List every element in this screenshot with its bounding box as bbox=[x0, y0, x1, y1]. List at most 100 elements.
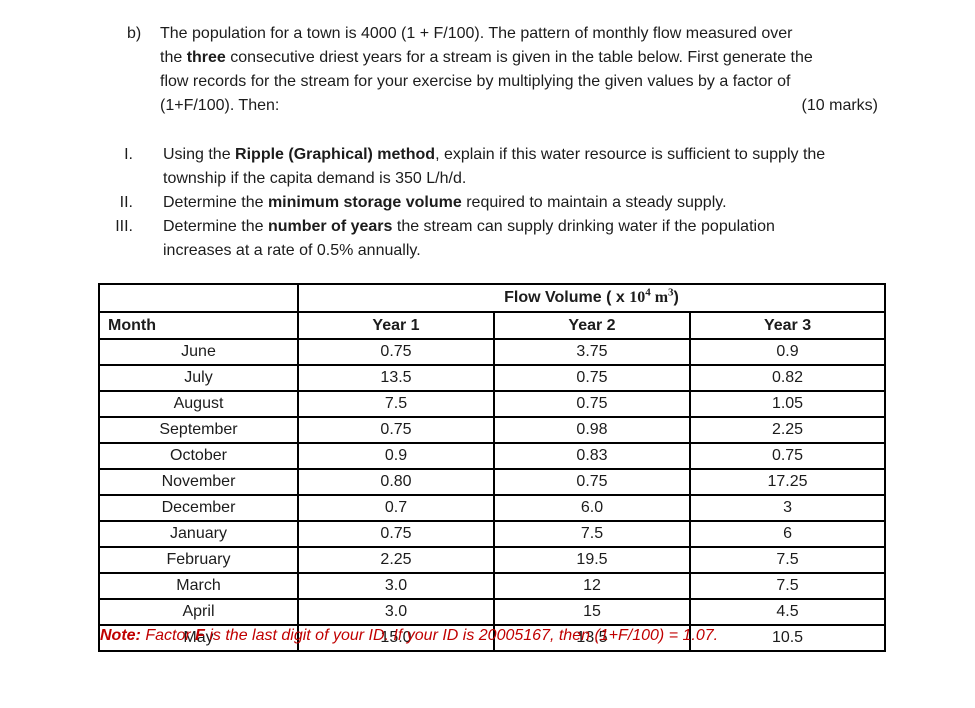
year1-cell: 13.5 bbox=[297, 364, 495, 392]
task-seg: required to maintain a steady supply. bbox=[461, 194, 727, 211]
year3-cell: 4.5 bbox=[688, 598, 887, 626]
factor-note: Note: Factor F is the last digit of your… bbox=[100, 624, 718, 648]
year1-cell: 0.9 bbox=[297, 442, 495, 470]
year1-cell: 3.0 bbox=[297, 572, 495, 600]
month-cell: June bbox=[98, 338, 299, 366]
table-title-row: Flow Volume ( x 104 m3) bbox=[98, 283, 887, 313]
year1-cell: 7.5 bbox=[297, 390, 495, 418]
month-cell: August bbox=[98, 390, 299, 418]
question-intro: b) The population for a town is 4000 (1 … bbox=[127, 22, 887, 118]
year3-cell: 1.05 bbox=[688, 390, 887, 418]
task-numeral: I. bbox=[124, 146, 133, 163]
year1-cell: 15 bbox=[493, 598, 691, 626]
task-item-1: I. Using the Ripple (Graphical) method, … bbox=[100, 143, 900, 191]
table-row: March 3.0 12 7.5 bbox=[98, 572, 887, 600]
intro-text: the bbox=[160, 49, 187, 66]
month-cell: November bbox=[98, 468, 299, 496]
empty-cell bbox=[98, 283, 299, 313]
math-base: 10 bbox=[629, 289, 646, 306]
task-text: Using the Ripple (Graphical) method, exp… bbox=[163, 143, 825, 191]
table-row: January 0.75 7.5 6 bbox=[98, 520, 887, 548]
column-header-year3: Year 3 bbox=[688, 311, 887, 340]
month-cell: May bbox=[98, 624, 299, 652]
table-row: July 13.5 0.75 0.82 bbox=[98, 364, 887, 392]
year2-cell: 3.75 bbox=[493, 338, 691, 366]
table-row: September 0.75 0.98 2.25 bbox=[98, 416, 887, 444]
column-header-month: Month bbox=[98, 311, 299, 340]
month-cell: July bbox=[98, 364, 299, 392]
intro-text: The population for a town is 4000 (1 + F… bbox=[160, 25, 793, 42]
intro-text: flow records for the stream for your exe… bbox=[160, 73, 791, 90]
table-row: December 0.7 6.0 3 bbox=[98, 494, 887, 522]
month-cell: September bbox=[98, 416, 299, 444]
math-exp-3: 3 bbox=[668, 286, 674, 299]
table-row: April 3.0 15 4.5 bbox=[98, 598, 887, 626]
task-seg: the stream can supply drinking water if … bbox=[392, 218, 775, 235]
task-line: Determine the number of years the stream… bbox=[163, 215, 775, 239]
month-cell: February bbox=[98, 546, 299, 574]
task-list: I. Using the Ripple (Graphical) method, … bbox=[100, 143, 900, 263]
year2-cell: 0.75 bbox=[493, 364, 691, 392]
intro-text: (1+F/100). Then: bbox=[160, 97, 280, 114]
task-numeral: III. bbox=[115, 218, 133, 235]
month-cell: April bbox=[98, 598, 299, 626]
year2-cell: 0.98 bbox=[493, 416, 691, 444]
year1-cell: 0.75 bbox=[297, 520, 495, 548]
flow-volume-title-cell: Flow Volume ( x 104 m3) bbox=[296, 283, 887, 313]
year2-cell: 6.0 bbox=[493, 494, 691, 522]
task-line: township if the capita demand is 350 L/h… bbox=[163, 167, 825, 191]
bold-text-three: three bbox=[186, 49, 226, 66]
year3-cell: 7.5 bbox=[688, 572, 887, 600]
math-m-symbol: m bbox=[650, 289, 669, 306]
year2-cell: 0.83 bbox=[493, 442, 691, 470]
year1-cell: 0.75 bbox=[297, 338, 495, 366]
year3-cell: 0.75 bbox=[688, 442, 887, 470]
year1-cell: 2.25 bbox=[297, 546, 495, 574]
table-header-row: Month Year 1 Year 2 Year 3 bbox=[98, 311, 887, 340]
year3-cell: 0.82 bbox=[688, 364, 887, 392]
year2-cell: 19.5 bbox=[493, 546, 691, 574]
table-row: June 0.75 3.75 0.9 bbox=[98, 338, 887, 366]
note-factor-f: F bbox=[195, 627, 205, 644]
year2-cell: 7.5 bbox=[493, 520, 691, 548]
intro-line-4: (1+F/100). Then: bbox=[160, 94, 813, 118]
year3-cell: 0.9 bbox=[688, 338, 887, 366]
intro-line-1: The population for a town is 4000 (1 + F… bbox=[160, 22, 813, 46]
bold-text-number-years: number of years bbox=[267, 218, 393, 235]
task-seg: township if the capita demand is 350 L/h… bbox=[163, 170, 467, 187]
year1-cell: 3.0 bbox=[297, 598, 495, 626]
task-seg: , explain if this water resource is suff… bbox=[435, 146, 826, 163]
question-label: b) bbox=[127, 25, 142, 42]
intro-text: consecutive driest years for a stream is… bbox=[225, 49, 813, 66]
flow-title-text: Flow Volume ( x bbox=[504, 289, 630, 306]
year3-cell: 17.25 bbox=[688, 468, 887, 496]
task-seg: increases at a rate of 0.5% annually. bbox=[163, 242, 421, 259]
year1-cell: 0.7 bbox=[297, 494, 495, 522]
task-seg: Using the bbox=[163, 146, 236, 163]
flow-title-close: ) bbox=[673, 289, 679, 306]
year2-cell: 13.5 bbox=[493, 624, 691, 652]
task-text: Determine the minimum storage volume req… bbox=[163, 191, 727, 215]
year3-cell: 2.25 bbox=[688, 416, 887, 444]
task-item-2: II. Determine the minimum storage volume… bbox=[100, 191, 900, 215]
intro-line-2: the three consecutive driest years for a… bbox=[160, 46, 813, 70]
column-header-year1: Year 1 bbox=[297, 311, 495, 340]
year3-cell: 7.5 bbox=[688, 546, 887, 574]
task-line: Determine the minimum storage volume req… bbox=[163, 191, 727, 215]
year2-cell: 0.75 bbox=[493, 390, 691, 418]
task-line: increases at a rate of 0.5% annually. bbox=[163, 239, 775, 263]
flow-volume-table: Flow Volume ( x 104 m3) Month Year 1 Yea… bbox=[98, 283, 887, 652]
month-cell: December bbox=[98, 494, 299, 522]
year1-cell: 0.75 bbox=[297, 416, 495, 444]
month-cell: March bbox=[98, 572, 299, 600]
question-paragraph: The population for a town is 4000 (1 + F… bbox=[160, 22, 813, 118]
year3-cell: 6 bbox=[688, 520, 887, 548]
month-cell: October bbox=[98, 442, 299, 470]
year2-cell: 0.75 bbox=[493, 468, 691, 496]
year2-cell: 12 bbox=[493, 572, 691, 600]
math-exp-4: 4 bbox=[645, 286, 651, 299]
year1-cell: 15.0 bbox=[297, 624, 495, 652]
task-line: Using the Ripple (Graphical) method, exp… bbox=[163, 143, 825, 167]
table-row: May 15.0 13.5 10.5 bbox=[98, 624, 887, 652]
table-row: August 7.5 0.75 1.05 bbox=[98, 390, 887, 418]
